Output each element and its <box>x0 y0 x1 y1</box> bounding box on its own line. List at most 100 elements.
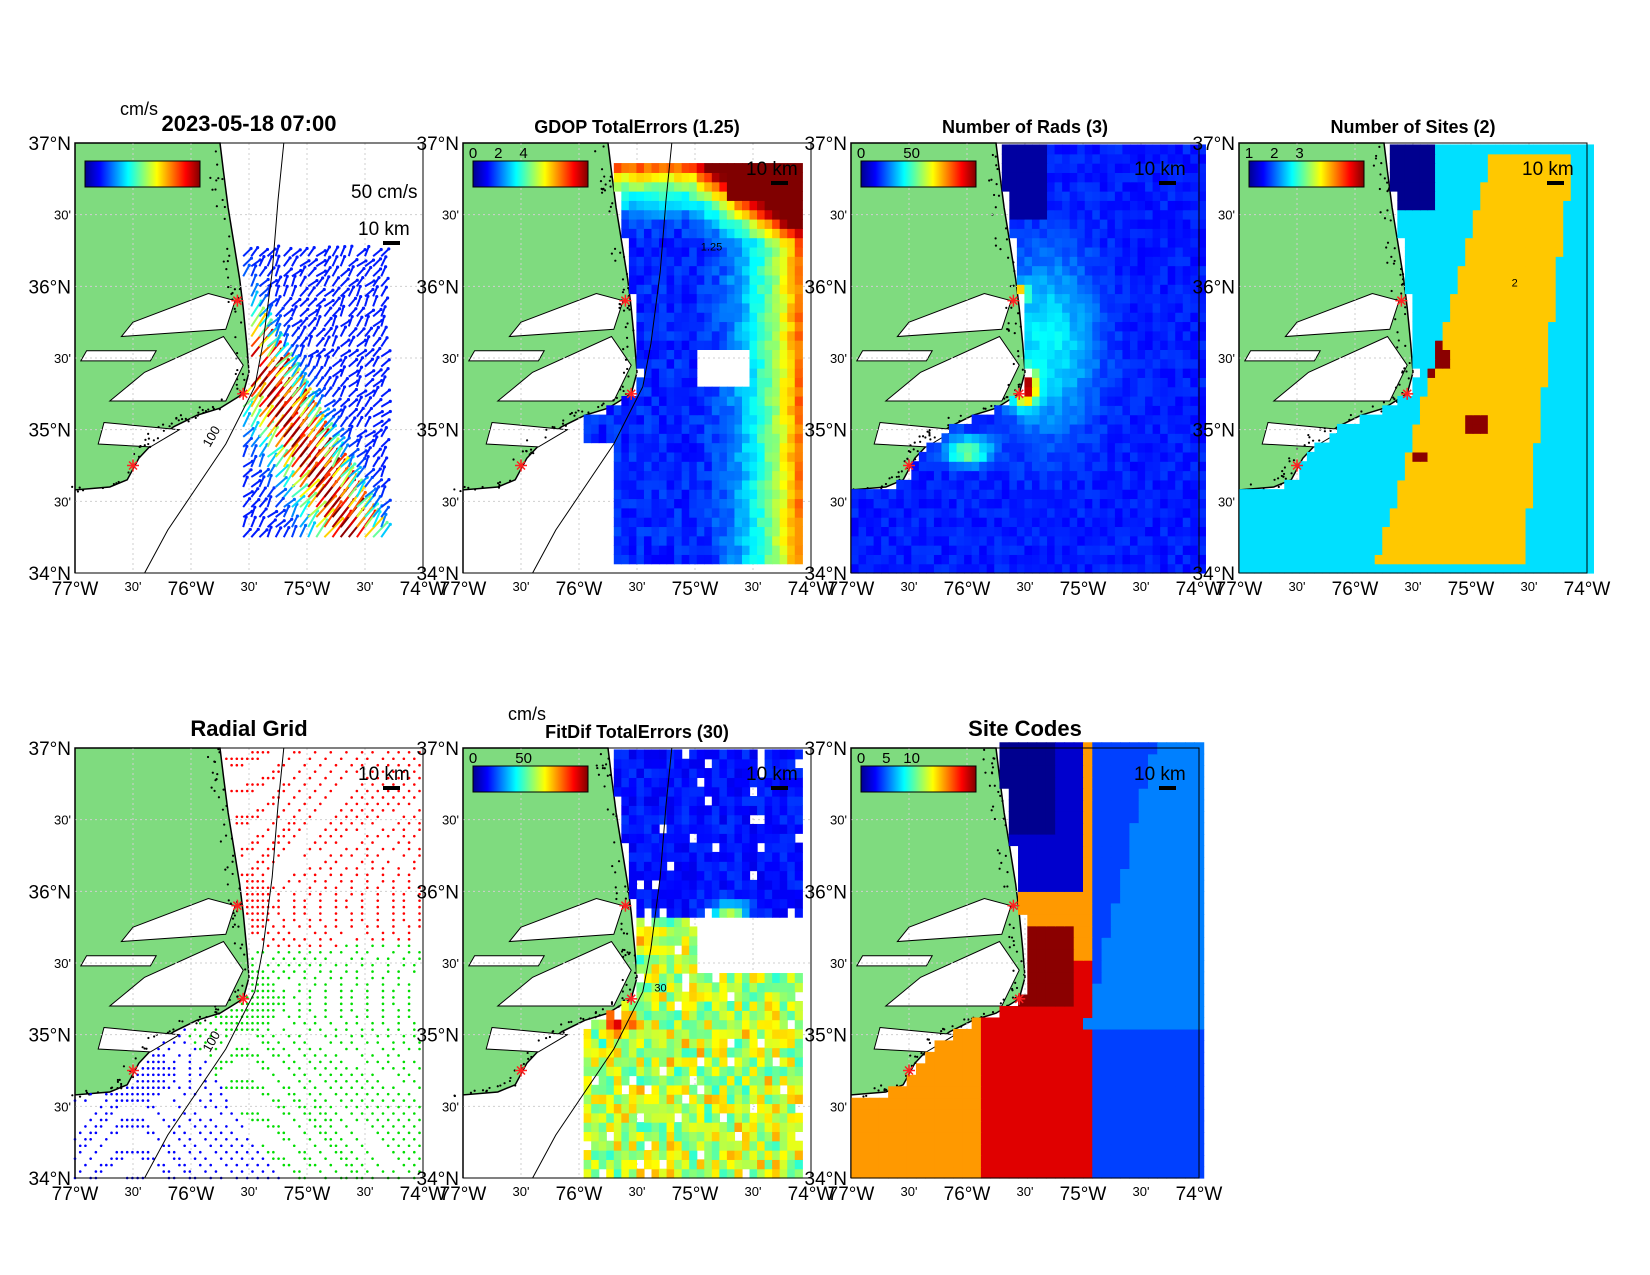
nsites-grid-cell <box>1389 545 1398 555</box>
gdop-grid-cell <box>719 163 728 173</box>
nrads-grid-cell <box>1167 228 1176 239</box>
nrads-grid-cell <box>1160 470 1169 481</box>
nrads-grid-cell <box>1077 498 1086 509</box>
nsites-grid-cell <box>1548 517 1557 528</box>
gdop-grid-cell <box>643 414 653 425</box>
nrads-grid-cell <box>1092 246 1101 257</box>
gdop-coast-dot <box>612 399 615 402</box>
gdop-grid-cell <box>772 274 781 285</box>
gdop-grid-cell <box>666 237 675 248</box>
nrads-grid-cell <box>1160 563 1169 574</box>
currents-current-vector <box>355 316 363 327</box>
nrads-grid-cell <box>1152 563 1161 574</box>
gdop-grid-cell <box>757 265 766 276</box>
currents-current-vector <box>364 369 375 378</box>
nrads-lon-tick: 75°W <box>1060 579 1107 600</box>
gdop-grid-cell <box>764 423 773 434</box>
nrads-grid-cell <box>1107 535 1116 546</box>
currents-current-vector <box>250 313 267 338</box>
nrads-grid-cell <box>1077 153 1086 164</box>
gdop-grid-cell <box>719 535 728 546</box>
nrads-grid-cell <box>1190 172 1199 183</box>
nrads-grid-cell <box>1099 479 1108 490</box>
nsites-grid-cell <box>1563 545 1572 555</box>
nrads-grid-cell <box>1114 517 1124 528</box>
nsites-grid-cell <box>1465 563 1474 574</box>
gdop-grid-cell <box>643 395 653 406</box>
currents-vector-head <box>347 338 351 342</box>
nrads-grid-cell <box>888 498 897 509</box>
currents-current-vector <box>315 277 324 287</box>
gdop-grid-cell <box>787 302 796 313</box>
nrads-grid-cell <box>1092 172 1101 183</box>
gdop-grid-cell <box>726 489 736 500</box>
gdop-grid-cell <box>696 554 705 565</box>
currents-current-vector <box>307 327 316 338</box>
gdop-coast-dot <box>628 308 631 311</box>
gdop-grid-cell <box>636 284 645 295</box>
nrads-grid-cell <box>1054 433 1063 444</box>
nrads-grid-cell <box>1031 349 1041 360</box>
nsites-grid-cell <box>1389 433 1398 444</box>
nsites-grid-cell <box>1487 489 1496 500</box>
nrads-grid-cell <box>933 545 943 555</box>
gdop-grid-cell <box>757 181 766 192</box>
nsites-grid-cell <box>1314 498 1323 509</box>
nsites-grid-cell <box>1570 340 1579 350</box>
nrads-grid-cell <box>986 479 995 490</box>
nrads-grid-cell <box>941 433 950 444</box>
gdop-grid-cell <box>794 312 803 323</box>
currents-coast-dot <box>235 383 238 386</box>
currents-vector-head <box>283 487 288 491</box>
nrads-grid-cell <box>949 498 958 509</box>
gdop-grid-cell <box>651 507 660 518</box>
currents-vector-head <box>279 526 283 530</box>
currents-current-vector <box>266 519 277 528</box>
gdop-grid-cell <box>674 405 683 416</box>
nrads-grid-cell <box>1152 554 1161 565</box>
nsites-grid-cell <box>1480 442 1489 453</box>
currents-vector-head <box>353 416 357 420</box>
currents-current-vector <box>339 306 345 317</box>
currents-current-vector <box>315 306 321 317</box>
nrads-coast-dot <box>1005 306 1008 310</box>
nrads-grid-cell <box>956 498 965 509</box>
nrads-grid-cell <box>1069 554 1078 565</box>
nsites-grid-cell <box>1427 498 1436 509</box>
nsites-grid-cell <box>1548 535 1557 546</box>
nsites-grid-cell <box>1472 526 1481 537</box>
gdop-grid-cell <box>651 358 660 369</box>
currents-current-vector <box>356 248 366 258</box>
currents-coast-dot <box>227 300 230 304</box>
currents-coast-dot <box>225 267 228 271</box>
gdop-grid-cell <box>711 470 720 481</box>
gdop-grid-cell <box>643 489 653 500</box>
nrads-grid-cell <box>1190 498 1199 509</box>
nrads-grid-cell <box>1190 274 1199 285</box>
currents-vector-head <box>327 275 331 279</box>
gdop-grid-cell <box>726 312 736 323</box>
currents-current-vector <box>250 498 260 508</box>
currents-current-vector <box>266 526 272 538</box>
nrads-coast-dot <box>958 420 961 423</box>
nsites-grid-cell <box>1487 507 1496 518</box>
nrads-grid-cell <box>1152 144 1161 155</box>
nrads-grid-cell <box>1016 200 1026 211</box>
nsites-grid-cell <box>1517 545 1527 555</box>
nrads-coast-dot <box>897 471 900 474</box>
gdop-grid-cell <box>674 526 683 537</box>
nsites-grid-cell <box>1450 526 1459 537</box>
nsites-grid-cell <box>1510 405 1519 416</box>
nrads-grid-cell <box>1099 433 1108 444</box>
gdop-grid-cell <box>628 395 638 406</box>
nrads-grid-cell <box>1197 274 1206 285</box>
nsites-grid-cell <box>1563 535 1572 546</box>
currents-vector-head <box>362 266 366 271</box>
currents-current-vector <box>372 356 379 368</box>
nrads-grid-cell <box>1137 172 1146 183</box>
nsites-grid-cell <box>1291 526 1300 537</box>
nsites-grid-cell <box>1517 386 1527 397</box>
currents-vector-head <box>321 413 325 417</box>
nsites-grid-cell <box>1578 517 1587 528</box>
currents-vector-head <box>272 266 276 270</box>
